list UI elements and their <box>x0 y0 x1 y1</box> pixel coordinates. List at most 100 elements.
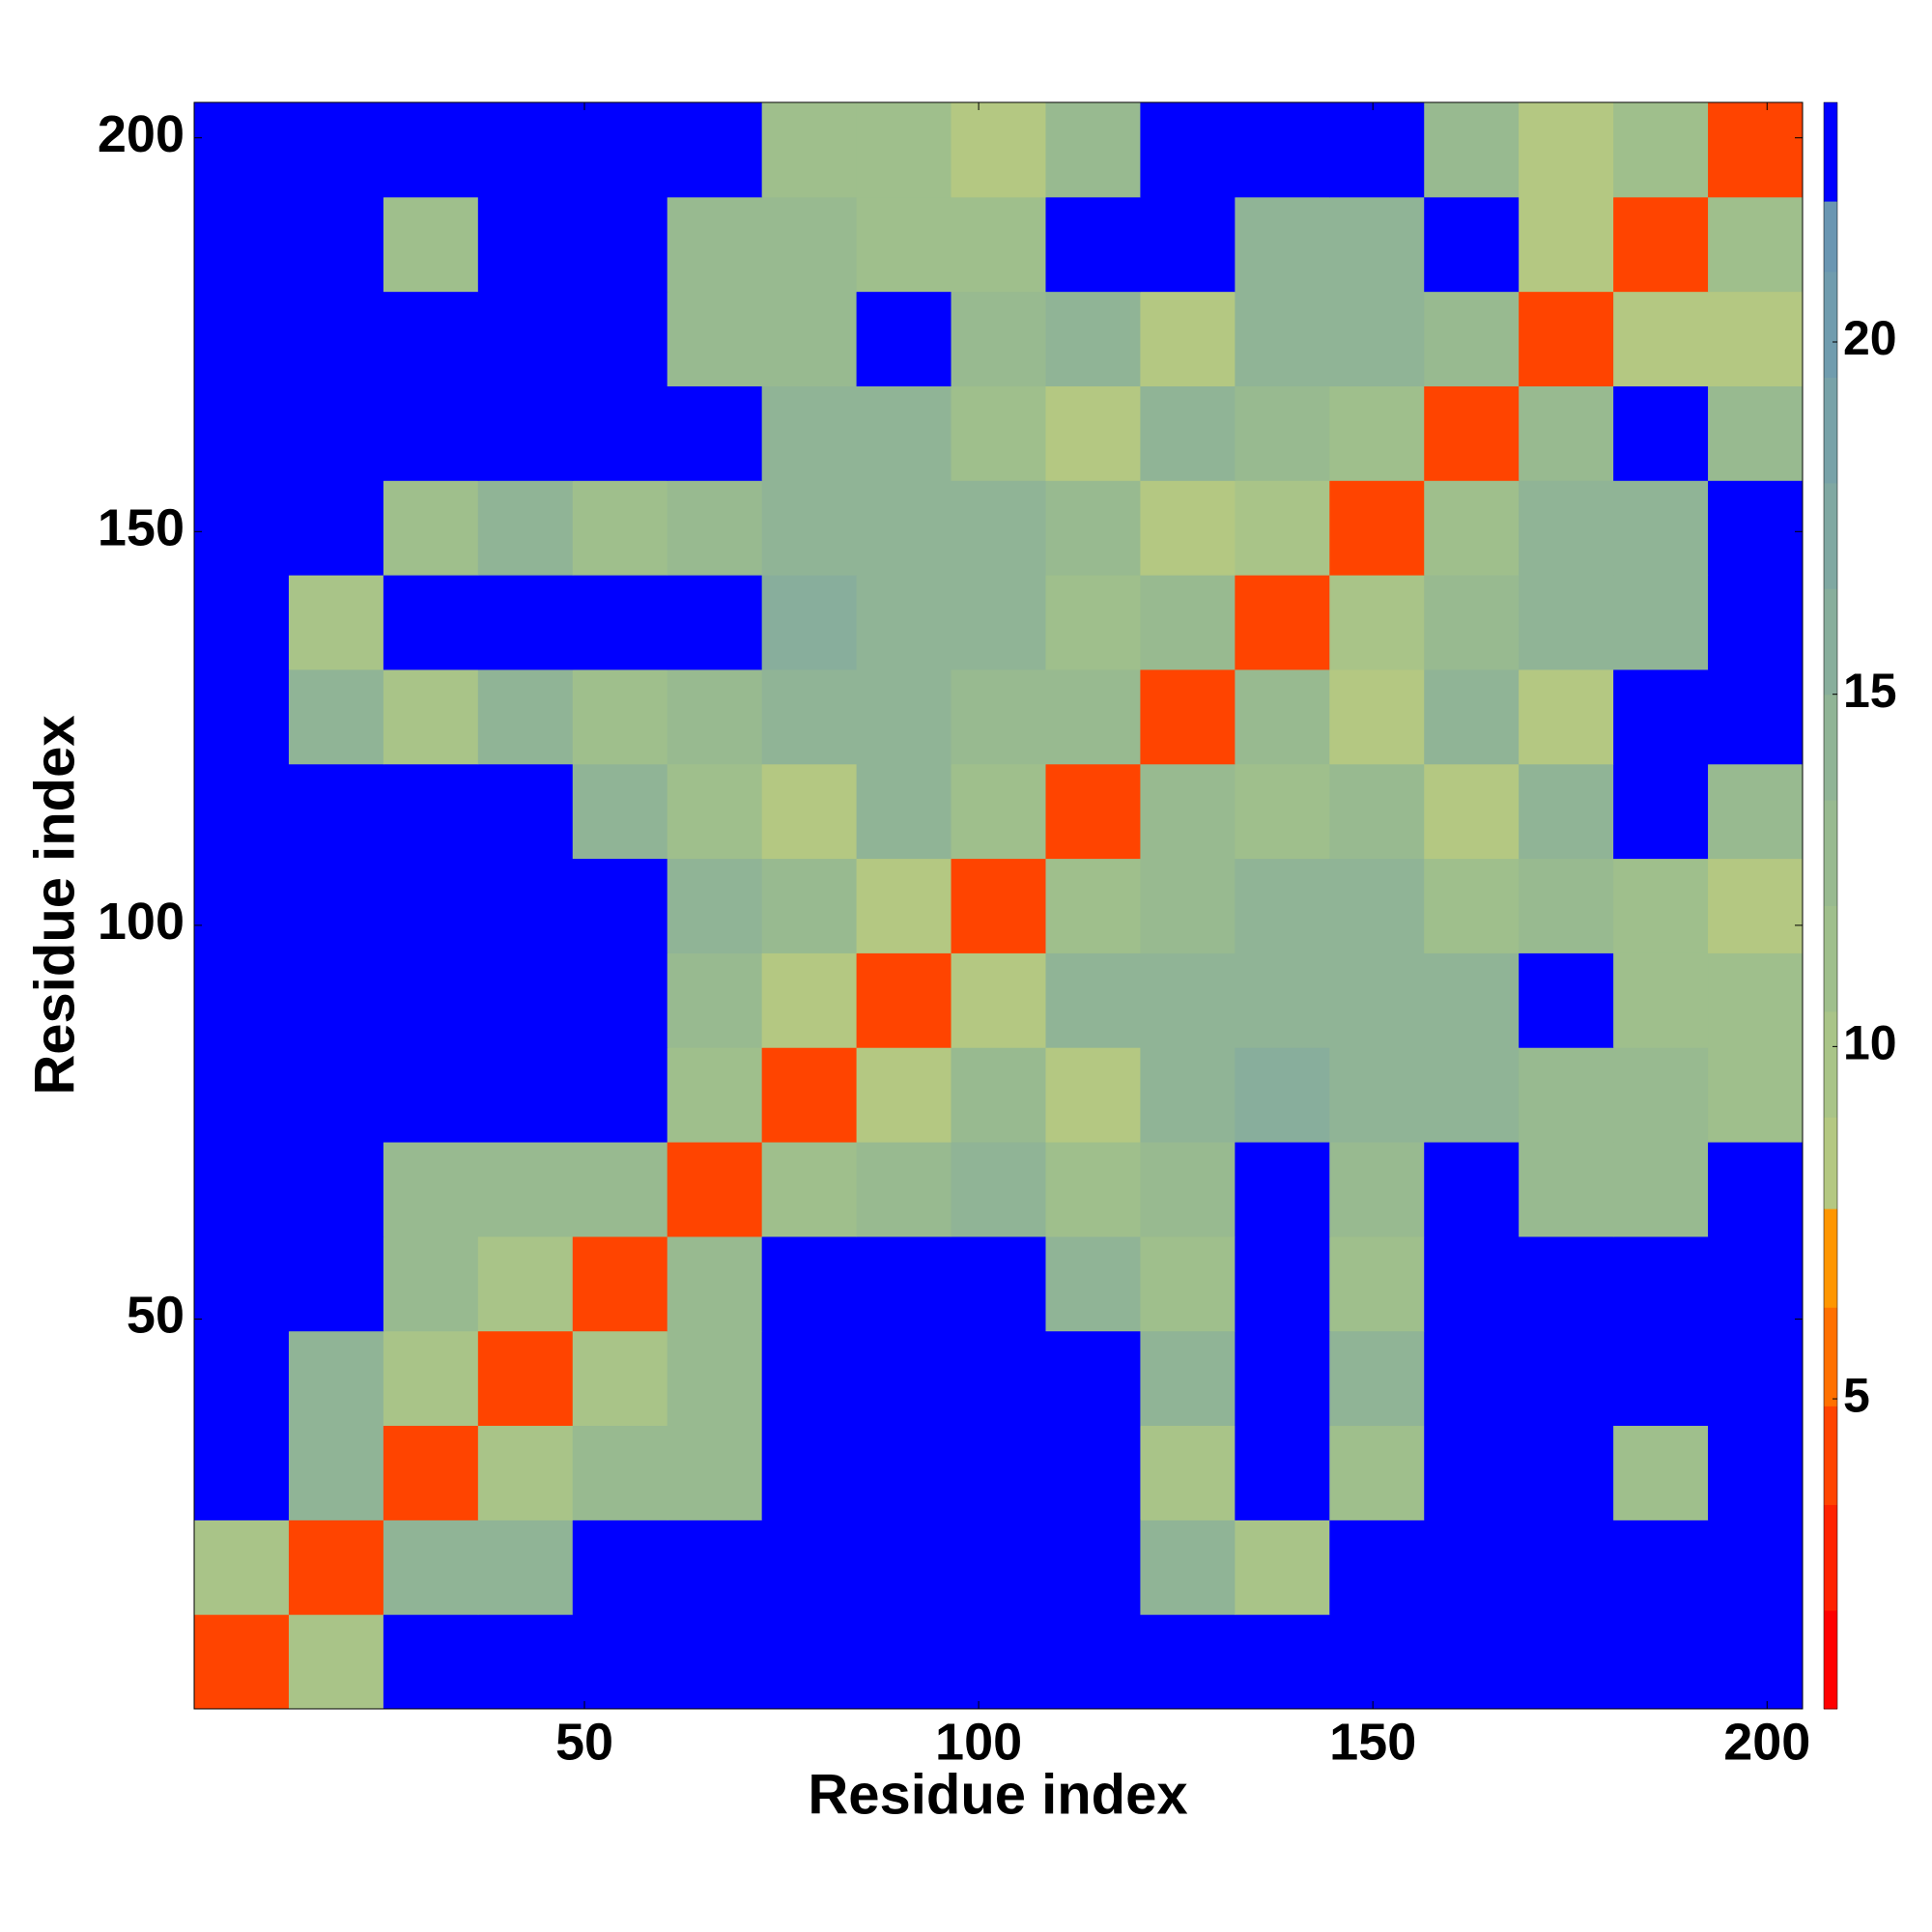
heatmap-cell <box>951 102 1046 198</box>
heatmap-cell <box>383 1330 479 1427</box>
heatmap-cell <box>477 102 574 198</box>
heatmap-cell <box>1424 1142 1520 1237</box>
heatmap-cell <box>1708 858 1804 953</box>
colorbar-segment <box>1824 482 1837 589</box>
heatmap-cell <box>1613 291 1709 386</box>
heatmap-cell <box>856 1330 952 1427</box>
heatmap-cell <box>1708 480 1804 576</box>
heatmap-cell <box>667 291 763 386</box>
plot-frame <box>193 101 1804 1710</box>
heatmap-cell <box>477 1425 574 1520</box>
x-tick-label: 150 <box>1329 1713 1416 1771</box>
heatmap-cell <box>1140 102 1236 198</box>
heatmap-cell <box>1708 1425 1804 1520</box>
heatmap-cell <box>761 385 858 481</box>
heatmap-cell <box>667 1614 763 1710</box>
heatmap-cell <box>288 1142 384 1237</box>
heatmap-cell <box>856 1142 952 1237</box>
heatmap-cell <box>1045 196 1141 293</box>
heatmap-cell <box>477 1047 574 1143</box>
heatmap-cell <box>383 952 479 1048</box>
heatmap-cell <box>856 480 952 576</box>
heatmap-cell <box>1424 385 1520 481</box>
heatmap-cell <box>1235 196 1330 293</box>
heatmap-cell <box>1045 1142 1141 1237</box>
colorbar-segment <box>1824 1504 1837 1611</box>
heatmap-cell <box>572 1614 668 1710</box>
heatmap-cell <box>477 385 574 481</box>
heatmap-cell <box>1235 952 1330 1048</box>
colorbar-segment <box>1824 1208 1837 1308</box>
heatmap-cell <box>1045 763 1141 860</box>
heatmap-cell <box>951 763 1046 860</box>
heatmap-cell <box>1235 1425 1330 1520</box>
heatmap-cell <box>383 196 479 293</box>
heatmap-cell <box>761 1047 858 1143</box>
heatmap-cell <box>1519 763 1614 860</box>
heatmap-cell <box>667 575 763 670</box>
heatmap-cell <box>1424 952 1520 1048</box>
heatmap-cell <box>856 291 952 386</box>
y-tick-label: 150 <box>98 499 185 557</box>
heatmap-cell <box>1613 1614 1709 1710</box>
heatmap-cell <box>667 1142 763 1237</box>
heatmap-cell <box>194 1520 290 1615</box>
heatmap-cell <box>383 480 479 576</box>
heatmap-cell <box>1140 1425 1236 1520</box>
heatmap-cell <box>856 196 952 293</box>
y-tick-label: 100 <box>98 893 185 951</box>
heatmap-cell <box>383 763 479 860</box>
heatmap-cell <box>1519 1425 1614 1520</box>
heatmap-cell <box>1613 575 1709 670</box>
heatmap-cell <box>1708 102 1804 198</box>
colorbar-segment <box>1824 1117 1837 1209</box>
heatmap-cell <box>1140 1236 1236 1332</box>
heatmap-cell <box>761 668 858 765</box>
heatmap-cell <box>1329 102 1425 198</box>
heatmap-cell <box>856 763 952 860</box>
heatmap-cell <box>288 1614 384 1710</box>
heatmap-cell <box>1235 668 1330 765</box>
heatmap-cell <box>761 1142 858 1237</box>
heatmap-cell <box>288 1236 384 1332</box>
heatmap-cell <box>572 196 668 293</box>
colorbar-segment <box>1824 201 1837 272</box>
heatmap-cell <box>1235 1142 1330 1237</box>
heatmap-cell <box>761 480 858 576</box>
heatmap-cell <box>477 575 574 670</box>
heatmap-cell <box>1140 1330 1236 1427</box>
heatmap-cell <box>856 668 952 765</box>
heatmap-cell <box>1235 480 1330 576</box>
heatmap-cell <box>194 291 290 386</box>
heatmap-cell <box>288 575 384 670</box>
heatmap-cell <box>194 952 290 1048</box>
heatmap-cell <box>1329 1047 1425 1143</box>
heatmap-cell <box>1140 858 1236 953</box>
heatmap-cell <box>951 196 1046 293</box>
heatmap-cell <box>1424 196 1520 293</box>
heatmap-cell <box>1613 763 1709 860</box>
heatmap-cell <box>572 102 668 198</box>
heatmap-cell <box>1329 952 1425 1048</box>
heatmap-cell <box>1140 291 1236 386</box>
heatmap-cell <box>1329 1425 1425 1520</box>
colorbar-segment <box>1824 905 1837 1012</box>
heatmap-cell <box>1045 1425 1141 1520</box>
heatmap-cell <box>572 1425 668 1520</box>
heatmap-cell <box>1235 1047 1330 1143</box>
heatmap-cell <box>1519 196 1614 293</box>
heatmap-cell <box>383 575 479 670</box>
colorbar-frame <box>1823 101 1838 1710</box>
y-tick-label: 200 <box>98 105 185 163</box>
heatmap-cell <box>1613 102 1709 198</box>
heatmap-cell <box>761 291 858 386</box>
heatmap-cell <box>1708 1236 1804 1332</box>
heatmap-cell <box>1140 1047 1236 1143</box>
heatmap-cell <box>194 385 290 481</box>
heatmap-cell <box>288 1520 384 1615</box>
heatmap-cell <box>1329 291 1425 386</box>
heatmap-cell <box>1424 763 1520 860</box>
heatmap-cell <box>951 1425 1046 1520</box>
heatmap-cell <box>1708 1520 1804 1615</box>
heatmap-cell <box>1045 291 1141 386</box>
